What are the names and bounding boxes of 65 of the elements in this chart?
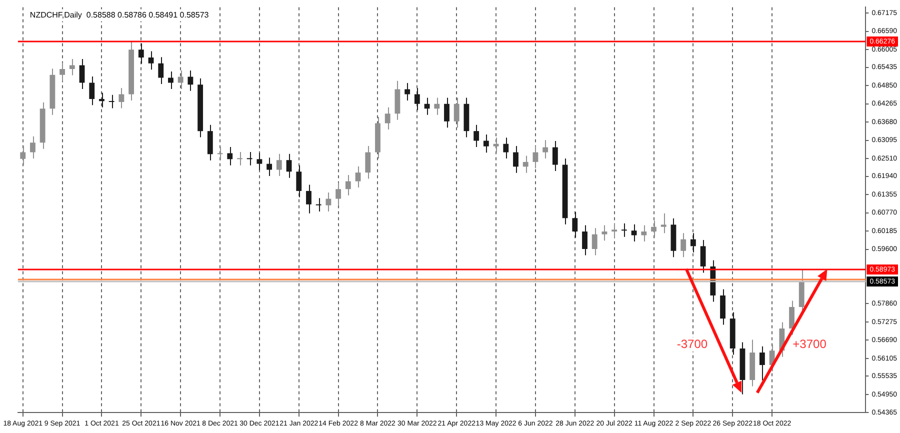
candlestick [700, 239, 706, 274]
candlestick [690, 232, 696, 253]
candlestick [660, 212, 666, 234]
candlestick [384, 106, 390, 130]
candlestick [148, 50, 154, 70]
candlestick [572, 211, 578, 238]
candlestick [207, 124, 213, 161]
candlestick [296, 164, 302, 198]
candlestick [30, 136, 36, 160]
candlestick [542, 140, 548, 160]
candlestick [582, 224, 588, 256]
candlestick [404, 82, 410, 101]
candlestick [20, 146, 26, 166]
candlestick [276, 153, 282, 176]
candlestick [513, 146, 518, 174]
candlestick [532, 146, 538, 169]
candlestick [237, 151, 242, 166]
candlestick [286, 153, 292, 178]
annotation: -3700 [676, 336, 708, 351]
candlestick [326, 192, 332, 212]
candlestick [592, 228, 598, 256]
candlestick [108, 94, 114, 109]
candlestick [365, 146, 371, 180]
candlestick [503, 137, 509, 160]
candlestick [138, 42, 144, 64]
candlestick [602, 224, 608, 242]
candlestick [99, 92, 104, 108]
candlestick [227, 146, 233, 166]
candlestick [60, 62, 66, 82]
annotation: +3700 [792, 336, 827, 351]
candlestick [69, 58, 75, 76]
candlestick [306, 184, 312, 214]
candlestick [336, 182, 342, 206]
candlestick [474, 124, 480, 148]
candlestick [316, 198, 322, 212]
candlestick [612, 222, 618, 238]
candlestick [444, 97, 450, 128]
candlestick [158, 56, 164, 84]
candlestick [79, 58, 85, 90]
candlestick [552, 140, 558, 172]
candlestick [680, 232, 686, 258]
candlestick [434, 97, 440, 116]
candlestick [89, 76, 95, 106]
candlestick [493, 137, 499, 154]
candlestick [188, 70, 194, 92]
candlestick [355, 166, 361, 188]
candlestick [217, 146, 223, 161]
candlestick [720, 288, 726, 326]
candlestick [178, 70, 184, 90]
candlestick [651, 220, 656, 238]
candlestick [414, 88, 420, 111]
candlestick [759, 346, 765, 381]
candlestick [483, 134, 489, 154]
candlestick [345, 174, 351, 196]
candlestick [522, 155, 528, 174]
chart-title: NZDCHF,Daily 0.58588 0.58786 0.58491 0.58573 [30, 10, 210, 20]
candlestick [246, 151, 252, 166]
candlestick [454, 97, 460, 128]
candlestick [168, 70, 174, 90]
candlestick [118, 88, 124, 109]
candlestick [621, 222, 627, 238]
candlestick [641, 224, 647, 242]
candlestick [266, 157, 272, 176]
candlestick [256, 152, 262, 171]
candlestick [631, 224, 637, 242]
